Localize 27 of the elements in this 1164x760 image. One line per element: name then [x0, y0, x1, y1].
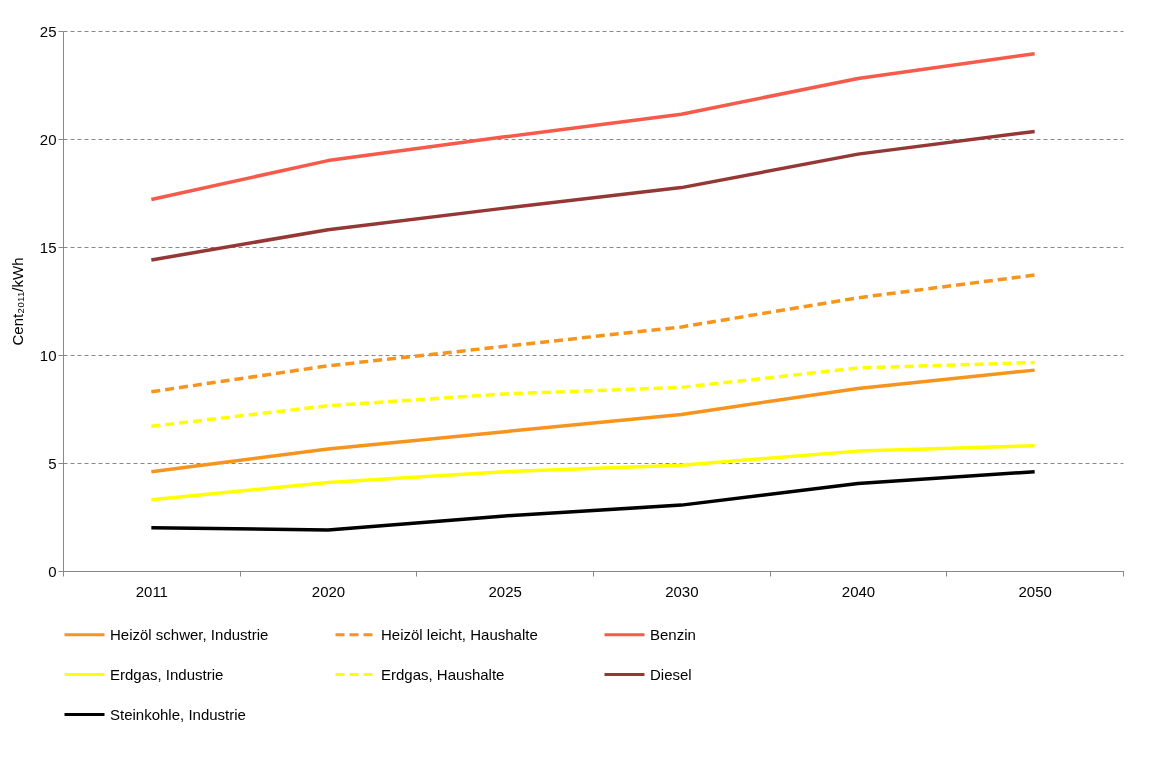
line-series — [149, 443, 1037, 502]
line-series — [149, 129, 1037, 262]
line-series — [149, 360, 1037, 429]
y-tick-label: 10 — [39, 346, 57, 364]
legend-label: Steinkohle, Industrie — [110, 705, 246, 723]
x-tick-label: 2025 — [488, 582, 522, 600]
line-series — [149, 273, 1037, 394]
x-tick-label: 2040 — [841, 582, 876, 600]
x-tick-label: 2030 — [665, 582, 699, 600]
legend-label: Diesel — [650, 665, 692, 683]
line-series — [149, 469, 1037, 532]
y-tick-label: 20 — [39, 130, 57, 148]
y-axis-title: Cent₂₀₁₁/kWh — [8, 257, 26, 346]
line-series — [149, 51, 1037, 202]
x-tick-label: 2050 — [1018, 582, 1052, 600]
line-series — [149, 368, 1037, 474]
y-tick-label: 25 — [39, 22, 57, 40]
legend-label: Erdgas, Haushalte — [381, 665, 505, 683]
legend-label: Benzin — [650, 625, 696, 643]
legend-label: Heizöl leicht, Haushalte — [381, 625, 538, 643]
y-tick-label: 5 — [48, 454, 57, 472]
y-tick-label: 15 — [39, 238, 57, 256]
y-tick-label: 0 — [48, 562, 57, 580]
legend-label: Erdgas, Industrie — [110, 665, 224, 683]
legend-label: Heizöl schwer, Industrie — [110, 625, 269, 643]
x-tick-label: 2011 — [135, 582, 168, 600]
x-tick-label: 2020 — [311, 582, 346, 600]
